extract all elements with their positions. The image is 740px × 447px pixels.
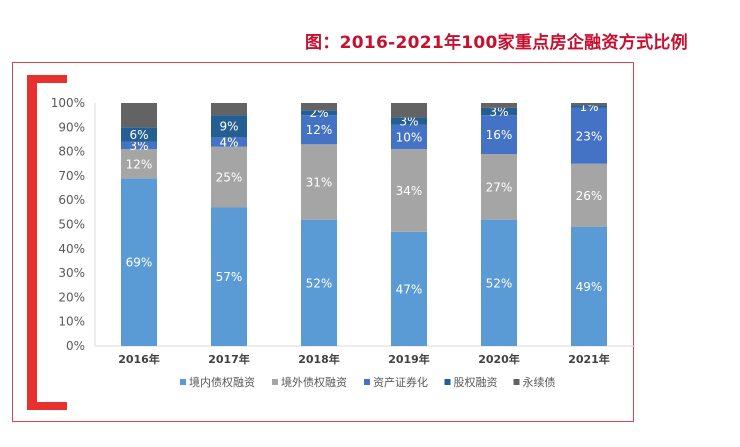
legend-swatch <box>180 379 186 385</box>
bar-segment <box>571 103 607 106</box>
data-label: 23% <box>576 129 603 143</box>
y-tick-label: 40% <box>58 242 85 256</box>
data-label: 49% <box>576 280 603 294</box>
data-label: 4% <box>219 135 238 149</box>
data-label: 3% <box>489 105 508 119</box>
bar-segment <box>391 124 427 150</box>
bar-segment <box>571 163 607 227</box>
legend-swatch <box>364 379 370 385</box>
data-label: 31% <box>306 175 333 189</box>
y-tick-label: 80% <box>58 145 85 159</box>
bar-segment <box>391 149 427 232</box>
y-tick-label: 100% <box>51 96 85 110</box>
bar-segment <box>571 107 607 164</box>
bar-segment <box>301 110 337 116</box>
x-tick-label: 2016年 <box>118 352 160 366</box>
bar-segment <box>301 219 337 346</box>
legend-swatch <box>444 379 451 385</box>
x-tick-label: 2019年 <box>388 352 430 366</box>
y-tick-label: 70% <box>58 169 85 183</box>
data-label: 57% <box>216 270 243 284</box>
data-label: 12% <box>126 157 153 171</box>
bar-segment <box>301 103 337 111</box>
bar-segment <box>211 207 247 346</box>
y-tick-label: 30% <box>58 266 85 280</box>
data-label: 52% <box>306 276 333 290</box>
data-label: 1% <box>579 100 598 114</box>
bar-segment <box>481 103 517 108</box>
data-label: 47% <box>396 282 423 296</box>
legend-label: 股权融资 <box>454 376 498 389</box>
bar-segment <box>301 144 337 220</box>
y-tick-label: 90% <box>58 120 85 134</box>
bar-segment <box>121 127 157 142</box>
bar-segment <box>211 115 247 138</box>
x-tick-label: 2018年 <box>298 352 340 366</box>
data-label: 27% <box>486 180 513 194</box>
chart-frame <box>12 62 634 422</box>
red-bracket-vertical <box>27 75 37 410</box>
bar-segment <box>571 226 607 346</box>
bar-segment <box>121 178 157 346</box>
data-label: 3% <box>129 139 148 153</box>
data-label: 9% <box>219 120 238 134</box>
y-tick-label: 50% <box>58 218 85 232</box>
legend-label: 境外债权融资 <box>281 375 347 389</box>
data-label: 25% <box>216 171 243 185</box>
legend-label: 境内债权融资 <box>189 375 255 389</box>
data-label: 10% <box>396 131 423 145</box>
data-label: 3% <box>399 115 418 129</box>
data-label: 6% <box>129 128 148 142</box>
data-label: 12% <box>306 123 333 137</box>
bar-segment <box>391 117 427 125</box>
y-tick-label: 60% <box>58 193 85 207</box>
legend-label: 永续债 <box>523 375 556 389</box>
legend-swatch <box>513 379 520 385</box>
bar-segment <box>481 107 517 116</box>
bar-segment <box>211 146 247 208</box>
bar-segment <box>481 219 517 346</box>
bar-segment <box>481 154 517 220</box>
data-label: 34% <box>396 184 423 198</box>
bar-segment <box>391 231 427 346</box>
x-tick-label: 2021年 <box>568 352 610 366</box>
data-label: 69% <box>126 256 153 270</box>
y-tick-label: 0% <box>66 339 85 353</box>
bar-segment <box>121 149 157 179</box>
bar-segment <box>391 103 427 118</box>
y-tick-label: 10% <box>58 315 85 329</box>
bar-segment <box>211 137 247 147</box>
bar-segment <box>121 141 157 150</box>
chart-title: 图：2016-2021年100家重点房企融资方式比例 <box>305 33 688 53</box>
bar-segment <box>571 105 607 108</box>
y-tick-label: 20% <box>58 290 85 304</box>
data-label: 52% <box>486 276 513 290</box>
legend-label: 资产证券化 <box>373 375 428 389</box>
red-bracket-bottom <box>27 402 67 410</box>
bar-segment <box>211 103 247 116</box>
bar-segment <box>301 115 337 145</box>
legend-swatch <box>272 379 278 385</box>
bar-segment <box>121 103 157 128</box>
data-label: 26% <box>576 189 603 203</box>
red-bracket-top <box>27 75 67 83</box>
x-tick-label: 2017年 <box>208 352 250 366</box>
x-tick-label: 2020年 <box>478 352 520 366</box>
bar-segment <box>481 115 517 155</box>
data-label: 16% <box>486 128 513 142</box>
